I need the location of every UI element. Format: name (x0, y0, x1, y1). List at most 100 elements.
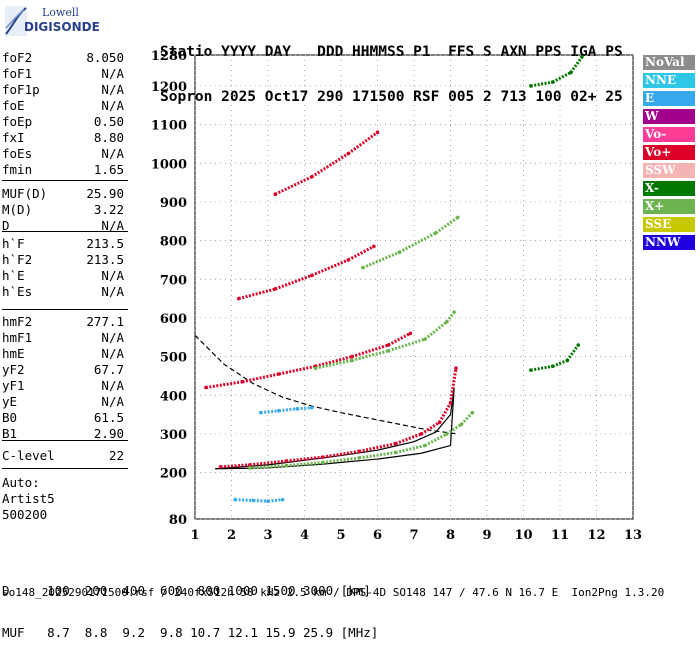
param-value: 22 (108, 448, 124, 463)
param-divider (2, 180, 128, 181)
echo-trace-segment (551, 71, 572, 84)
param-row: B1 2.90 (2, 426, 124, 442)
echo-trace-segment (420, 421, 441, 436)
echo-trace-segment (242, 372, 280, 384)
legend-item: W (643, 109, 695, 124)
x-tick-label: 6 (373, 528, 382, 543)
echo-point (273, 192, 278, 196)
echo-trace-segment (449, 367, 458, 404)
distance-row: D 100 200 400 600 800 1000 1500 3000 [km… (2, 583, 371, 598)
echo-point (580, 55, 584, 59)
param-value: N/A (101, 146, 124, 161)
echo-trace-segment (424, 320, 448, 341)
echo-trace-segment (278, 364, 316, 376)
echo-point (576, 343, 581, 347)
param-row: MUF(D) 25.90 (2, 186, 124, 202)
param-value: N/A (101, 284, 124, 299)
legend-item: E (643, 91, 695, 106)
param-name: B0 (2, 410, 18, 425)
echo-point (386, 343, 391, 347)
param-name: B1 (2, 426, 18, 441)
echo-point (310, 405, 314, 410)
param-value: N/A (101, 82, 124, 97)
y-tick-label: 900 (160, 196, 187, 211)
legend-item: Vo- (643, 127, 695, 142)
legend-item: SSW (643, 163, 695, 178)
param-value: N/A (101, 218, 124, 233)
echo-point (247, 463, 252, 467)
param-row: foE N/A (2, 98, 124, 114)
echo-point (233, 497, 237, 502)
echo-trace-segment (311, 258, 349, 277)
echo-point (569, 70, 573, 75)
echo-trace-segment (315, 358, 353, 370)
param-divider (2, 231, 128, 232)
echo-point (529, 368, 533, 372)
param-value: 213.5 (86, 252, 124, 267)
echo-point (437, 420, 442, 425)
param-row: fxI 8.80 (2, 130, 124, 146)
echo-point (393, 441, 398, 446)
echo-trace-segment (530, 80, 553, 88)
echo-trace-segment (351, 349, 389, 362)
echo-point (350, 358, 354, 363)
echo-trace-segment (205, 380, 243, 390)
echo-point (423, 337, 427, 342)
param-row: yF1 N/A (2, 378, 124, 394)
echo-trace-segment (267, 498, 283, 503)
echo-trace-segment (362, 250, 400, 270)
echo-point (361, 265, 365, 270)
echo-point (277, 372, 281, 376)
echo-trace-segment (446, 423, 463, 436)
logo-top-text: Lowell (42, 6, 79, 19)
echo-point (529, 84, 533, 88)
echo-point (237, 296, 241, 301)
legend-item: NNW (643, 235, 695, 250)
autoscaling-info: Artist5 (2, 491, 55, 506)
echo-trace-segment (322, 449, 360, 459)
x-tick-label: 7 (409, 528, 418, 543)
echo-point (357, 449, 362, 454)
echo-trace-segment (569, 56, 584, 74)
param-name: fmin (2, 162, 33, 177)
y-tick-label: 1200 (151, 80, 187, 95)
echo-trace-segment (347, 245, 375, 262)
echo-trace-segment (220, 463, 250, 469)
param-row: hmF2 277.1 (2, 314, 124, 330)
muf-curve (194, 334, 458, 435)
echo-trace-segment (424, 432, 448, 447)
param-name: hmF1 (2, 330, 33, 345)
echo-point (320, 460, 325, 465)
y-tick-label: 200 (160, 467, 187, 482)
echo-trace-segment (322, 456, 360, 465)
echo-point (295, 407, 300, 411)
param-name: MUF(D) (2, 186, 48, 201)
x-tick-label: 3 (263, 528, 272, 543)
echo-trace-segment (552, 359, 568, 368)
param-row: h`E N/A (2, 268, 124, 284)
param-value: 3.22 (93, 202, 124, 217)
echo-trace-segment (260, 409, 280, 415)
param-row: D N/A (2, 218, 124, 234)
echo-point (550, 364, 555, 369)
param-name: h`E (2, 268, 25, 283)
param-value: N/A (101, 346, 124, 361)
echo-trace-segment (438, 402, 452, 424)
y-tick-label: 800 (160, 235, 187, 250)
x-tick-label: 2 (227, 528, 236, 543)
echo-point (445, 320, 449, 324)
echo-point (273, 287, 278, 291)
muf-row: MUF 8.7 8.8 9.2 9.8 10.7 12.1 15.9 25.9 … (2, 625, 379, 640)
param-row: C-level 22 (2, 448, 124, 464)
param-value: 67.7 (93, 362, 124, 377)
echo-point (218, 465, 223, 469)
echo-trace-segment (387, 337, 426, 353)
echo-point (247, 466, 252, 470)
echo-trace-segment (238, 287, 276, 301)
echo-point (310, 175, 314, 179)
echo-trace-segment (274, 273, 313, 291)
param-value: 61.5 (93, 410, 124, 425)
y-tick-label: 80 (169, 513, 187, 528)
y-tick-label: 500 (160, 351, 187, 366)
echo-point (204, 385, 208, 390)
